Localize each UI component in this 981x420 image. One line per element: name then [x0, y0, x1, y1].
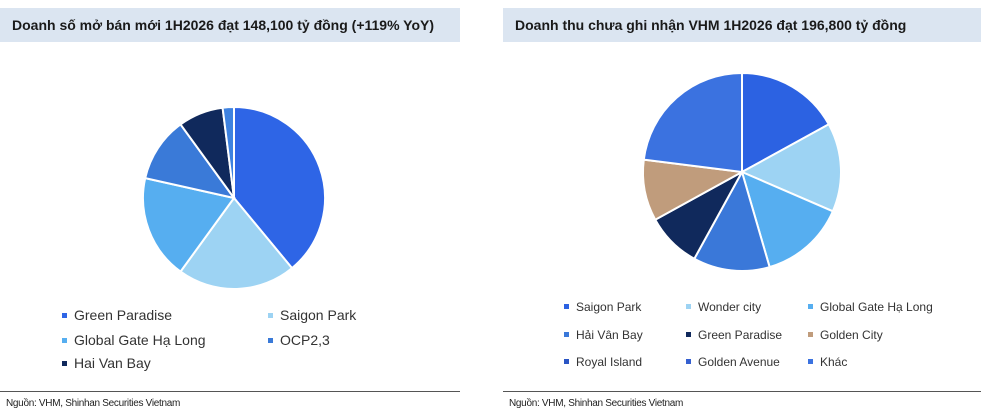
source-divider-left — [0, 391, 460, 392]
legend-right-swatch — [808, 359, 813, 365]
legend-left-label: Saigon Park — [280, 307, 357, 323]
legend-right-label: Hải Vân Bay — [576, 328, 643, 342]
legend-right-label: Green Paradise — [698, 328, 783, 342]
pie-slice-saigon-park — [179, 196, 294, 290]
legend-left-item: OCP2,3 — [268, 332, 330, 348]
legend-right-swatch — [564, 332, 569, 338]
pie-chart-left — [142, 105, 326, 290]
pie-slice-global-gate-h-long — [142, 176, 236, 274]
pie-slice-unlabeled-5 — [221, 105, 235, 199]
legend-left-label: Global Gate Hạ Long — [74, 332, 206, 348]
pie-slice-global-gate-h-long — [740, 170, 835, 269]
source-divider-right — [503, 391, 981, 392]
legend-right-label: Golden Avenue — [698, 355, 780, 369]
source-note-left: Nguồn: VHM, Shinhan Securities Vietnam — [6, 398, 181, 409]
legend-left-swatch — [62, 312, 67, 318]
legend-left-swatch — [62, 337, 67, 343]
legend-right-swatch — [808, 304, 813, 310]
legend-right-label: Golden City — [820, 328, 883, 342]
legend-right-swatch — [686, 359, 691, 365]
pie-slice-h-i-v-n-bay — [692, 169, 771, 272]
chart-title-right: Doanh thu chưa ghi nhận VHM 1H2026 đạt 1… — [515, 17, 907, 33]
legend-left-item: Hai Van Bay — [62, 355, 151, 371]
legend-left-item: Saigon Park — [268, 307, 356, 323]
legend-right-label: Saigon Park — [576, 300, 642, 314]
legend-right-item: Wonder city — [686, 300, 761, 314]
pie-slice-kh-c — [642, 71, 743, 174]
legend-right-item: Golden Avenue — [686, 355, 780, 369]
chart-title-bar-right: Doanh thu chưa ghi nhận VHM 1H2026 đạt 1… — [503, 8, 981, 42]
legend-right-label: Global Gate Hạ Long — [820, 300, 933, 314]
legend-left-swatch — [268, 312, 273, 318]
chart-panel-left: Doanh số mở bán mới 1H2026 đạt 148,100 t… — [0, 0, 460, 420]
legend-left-label: Green Paradise — [74, 307, 173, 323]
legend-right-item: Green Paradise — [686, 328, 782, 342]
legend-left-swatch — [268, 337, 273, 343]
pie-slice-green-paradise — [233, 105, 326, 270]
legend-right-item: Global Gate Hạ Long — [808, 300, 933, 314]
legend-right-item: Hải Vân Bay — [564, 328, 643, 342]
pie-slice-wonder-city — [739, 122, 842, 213]
legend-left-item: Green Paradise — [62, 307, 172, 323]
legend-right-swatch — [808, 332, 813, 338]
legend-left-swatch — [62, 360, 67, 366]
legend-right-swatch — [564, 359, 569, 365]
source-note-right: Nguồn: VHM, Shinhan Securities Vietnam — [509, 398, 684, 409]
legend-right-swatch — [564, 304, 569, 310]
chart-title-bar-left: Doanh số mở bán mới 1H2026 đạt 148,100 t… — [0, 8, 460, 42]
legend-left-label: Hai Van Bay — [74, 355, 151, 371]
legend-right-item: Royal Island — [564, 355, 642, 369]
pie-slice-saigon-park — [741, 71, 831, 174]
pie-chart-right — [642, 71, 842, 272]
chart-panel-right: Doanh thu chưa ghi nhận VHM 1H2026 đạt 1… — [503, 0, 981, 420]
legend-left-item: Global Gate Hạ Long — [62, 332, 206, 348]
legend-right-swatch — [686, 304, 691, 310]
legend-right-item: Golden City — [808, 328, 883, 342]
legend-right-label: Royal Island — [576, 355, 643, 369]
legend-right-swatch — [686, 332, 691, 338]
legend-right-label: Khác — [820, 355, 848, 369]
chart-title-left: Doanh số mở bán mới 1H2026 đạt 148,100 t… — [12, 17, 435, 33]
legend-left-label: OCP2,3 — [280, 332, 330, 348]
legend-right-item: Saigon Park — [564, 300, 641, 314]
pie-slice-ocp2-3 — [143, 122, 237, 200]
legend-right-item: Khác — [808, 355, 847, 369]
legend-right-label: Wonder city — [698, 300, 762, 314]
